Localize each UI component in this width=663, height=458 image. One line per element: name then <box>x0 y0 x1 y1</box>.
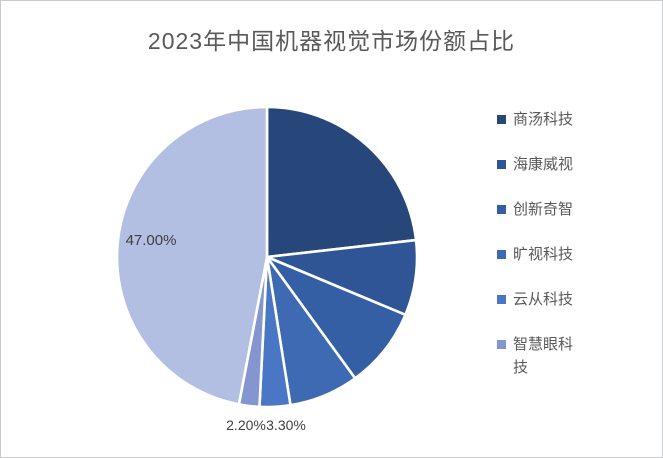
legend-label: 云从科技 <box>513 291 574 308</box>
legend-swatch-icon <box>497 295 506 304</box>
legend-swatch-icon <box>497 340 506 349</box>
legend-label: 商汤科技 <box>513 111 574 128</box>
legend-label: 智慧眼科技 <box>513 336 574 376</box>
data-label-47-percent: 47.00% <box>125 232 177 249</box>
pie-slice-6 <box>115 105 269 406</box>
legend-swatch-icon <box>497 160 506 169</box>
legend-swatch-icon <box>497 115 506 124</box>
data-label-3-30-percent: 3.30% <box>266 417 306 433</box>
legend-item-haikang: 海康威视 <box>497 153 577 177</box>
legend-item-kuangshi: 旷视科技 <box>497 243 577 267</box>
legend-item-chuangxinqizhi: 创新奇智 <box>497 198 577 222</box>
legend-label: 海康威视 <box>513 156 574 173</box>
legend-item-shangtang: 商汤科技 <box>497 108 577 132</box>
data-label-2-20-percent: 2.20% <box>226 417 266 433</box>
chart-title: 2023年中国机器视觉市场份额占比 <box>147 28 516 54</box>
pie-slice-2 <box>265 255 407 380</box>
legend-item-yuncong: 云从科技 <box>497 288 577 312</box>
legend-item-zhihuiyan: 智慧眼科技 <box>497 333 577 379</box>
legend-swatch-icon <box>497 205 506 214</box>
legend-label: 旷视科技 <box>513 246 574 263</box>
legend: 商汤科技 海康威视 创新奇智 旷视科技 云从科技 智慧眼科技 <box>497 108 577 400</box>
legend-swatch-icon <box>497 250 506 259</box>
pie-slice-0 <box>265 105 418 259</box>
legend-label: 创新奇智 <box>513 201 574 218</box>
